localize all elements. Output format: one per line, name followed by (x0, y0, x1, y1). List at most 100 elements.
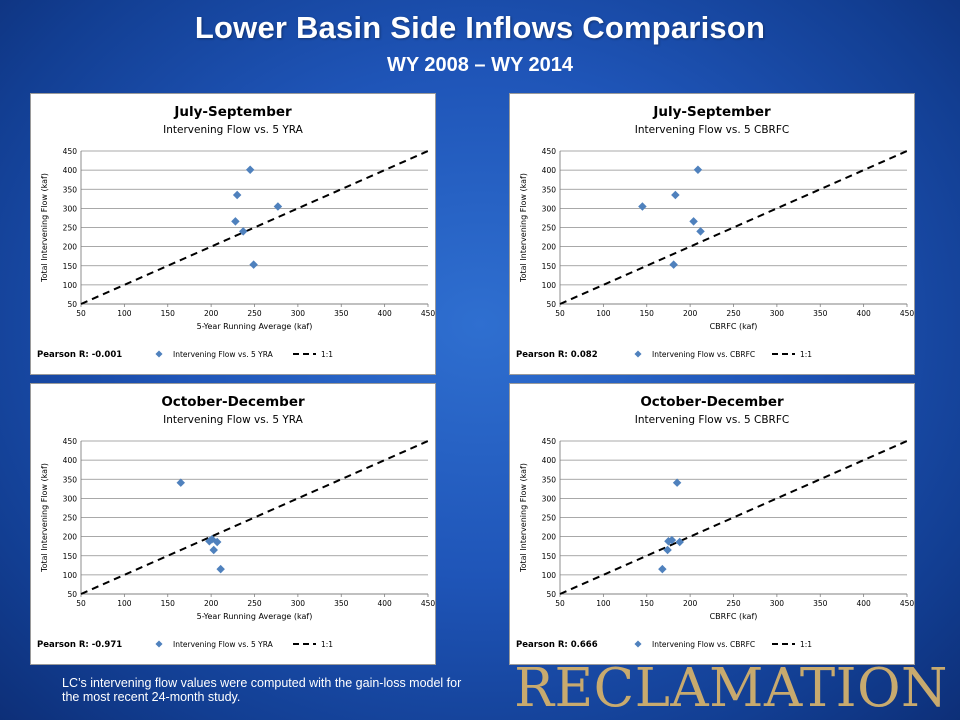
scatter-chart: October-December Intervening Flow vs. 5 C… (516, 394, 914, 650)
y-axis-label: Total Intervening Flow (kaf) (519, 463, 528, 573)
x-tick-label: 250 (247, 309, 262, 318)
y-tick-label: 400 (63, 166, 78, 175)
data-point (689, 217, 698, 226)
x-axis-label: CBRFC (kaf) (710, 612, 758, 621)
x-tick-label: 300 (770, 599, 785, 608)
series-line-1to1 (80, 440, 429, 595)
chart-title: July-September (173, 104, 292, 120)
y-tick-label: 100 (63, 281, 78, 290)
x-tick-label: 400 (377, 309, 392, 318)
x-axis-label: 5-Year Running Average (kaf) (197, 612, 313, 621)
legend-marker (634, 640, 642, 648)
chart-title: October-December (640, 394, 784, 410)
data-point (675, 537, 684, 547)
y-tick-label: 100 (542, 571, 557, 580)
y-tick-label: 400 (542, 166, 557, 175)
x-axis-label: 5-Year Running Average (kaf) (197, 322, 313, 331)
slide-subtitle: WY 2008 – WY 2014 (386, 54, 574, 76)
y-tick-label: 100 (542, 281, 557, 290)
x-tick-label: 350 (813, 309, 828, 318)
slide-title: Lower Basin Side Inflows Comparison (194, 10, 766, 45)
x-tick-label: 300 (291, 309, 306, 318)
x-tick-label: 150 (161, 309, 176, 318)
y-tick-label: 50 (546, 300, 556, 309)
y-tick-label: 200 (542, 243, 557, 252)
x-axis-label: CBRFC (kaf) (710, 322, 758, 331)
x-tick-label: 50 (555, 309, 565, 318)
y-tick-label: 200 (542, 533, 557, 542)
data-point (176, 478, 186, 487)
pearson-r-label: Pearson R: 0.666 (516, 640, 598, 650)
chart-subtitle: Intervening Flow vs. 5 CBRFC (635, 414, 789, 426)
data-point (693, 165, 703, 174)
y-tick-label: 200 (63, 533, 78, 542)
x-tick-label: 250 (247, 599, 262, 608)
data-point (232, 190, 242, 200)
x-tick-label: 50 (76, 599, 86, 608)
data-point (231, 217, 240, 226)
y-axis-label: Total Intervening Flow (kaf) (40, 463, 49, 573)
x-tick-label: 100 (596, 599, 611, 608)
x-tick-label: 250 (726, 309, 741, 318)
y-tick-label: 400 (63, 456, 78, 465)
legend-label: 1:1 (800, 350, 812, 359)
data-point (669, 260, 678, 269)
y-axis-label: Total Intervening Flow (kaf) (519, 173, 528, 283)
y-tick-label: 400 (542, 456, 557, 465)
data-point (245, 165, 255, 174)
legend-marker (155, 350, 163, 358)
x-tick-label: 450 (421, 309, 435, 318)
x-tick-label: 300 (770, 309, 785, 318)
series-line-1to1 (559, 440, 908, 595)
y-tick-label: 150 (542, 262, 557, 271)
x-tick-label: 450 (900, 309, 914, 318)
y-tick-label: 150 (63, 262, 78, 271)
chart-subtitle: Intervening Flow vs. 5 YRA (163, 124, 304, 136)
x-tick-label: 350 (334, 309, 349, 318)
scatter-chart: October-December Intervening Flow vs. 5 Y… (37, 394, 435, 650)
pearson-r-label: Pearson R: -0.971 (37, 640, 122, 650)
pearson-r-label: Pearson R: 0.082 (516, 350, 598, 360)
x-tick-label: 200 (204, 309, 219, 318)
y-tick-label: 250 (542, 224, 557, 233)
y-tick-label: 350 (63, 185, 78, 194)
x-tick-label: 150 (640, 599, 655, 608)
legend-label: 1:1 (321, 350, 333, 359)
y-tick-label: 250 (542, 514, 557, 523)
x-tick-label: 250 (726, 599, 741, 608)
legend-label: Intervening Flow vs. 5 YRA (173, 350, 274, 359)
x-tick-label: 450 (900, 599, 914, 608)
x-tick-label: 200 (683, 599, 698, 608)
legend-label: Intervening Flow vs. CBRFC (652, 350, 755, 359)
chart-panel-jul-sep-yra: July-September Intervening Flow vs. 5 YRA… (30, 93, 436, 375)
data-point (273, 202, 283, 211)
series-line-1to1 (80, 150, 429, 305)
x-tick-label: 50 (76, 309, 86, 318)
data-point (658, 564, 667, 574)
y-tick-label: 350 (542, 475, 557, 484)
x-tick-label: 100 (117, 599, 132, 608)
chart-panel-oct-dec-yra: October-December Intervening Flow vs. 5 Y… (30, 383, 436, 665)
y-tick-label: 450 (542, 147, 557, 156)
y-tick-label: 200 (63, 243, 78, 252)
x-tick-label: 100 (117, 309, 132, 318)
pearson-r-label: Pearson R: -0.001 (37, 350, 122, 360)
x-tick-label: 400 (377, 599, 392, 608)
chart-title: October-December (161, 394, 305, 410)
x-tick-label: 150 (161, 599, 176, 608)
data-point (672, 478, 682, 487)
y-tick-label: 300 (63, 494, 78, 503)
y-tick-label: 100 (63, 571, 78, 580)
x-tick-label: 300 (291, 599, 306, 608)
x-tick-label: 400 (856, 309, 871, 318)
legend-marker (155, 640, 163, 648)
y-tick-label: 150 (542, 552, 557, 561)
data-point (249, 260, 258, 269)
y-axis-label: Total Intervening Flow (kaf) (40, 173, 49, 283)
data-point (212, 537, 222, 547)
y-tick-label: 450 (542, 437, 557, 446)
series-line-1to1 (559, 150, 908, 305)
x-tick-label: 50 (555, 599, 565, 608)
y-tick-label: 300 (63, 204, 78, 213)
y-tick-label: 50 (546, 590, 556, 599)
